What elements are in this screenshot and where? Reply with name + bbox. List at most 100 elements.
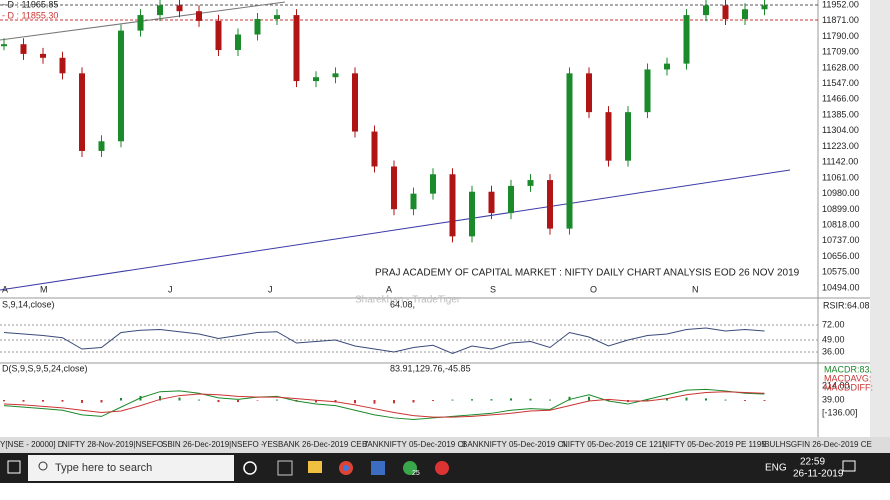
macd-hist	[159, 396, 161, 401]
macd-label: D(S,9,S,9,5,24,close)	[2, 363, 88, 373]
candle	[254, 18, 261, 35]
macd-hist	[412, 400, 415, 403]
clock-date: 26-11-2019	[793, 469, 844, 480]
candle	[469, 191, 475, 237]
y-tick-label: 11871.00	[822, 15, 859, 25]
y-tick-label: 11061.00	[822, 172, 859, 182]
rsi-tick-label: 72.00	[822, 319, 845, 329]
lang: ENG	[765, 463, 787, 474]
candle	[235, 34, 241, 51]
candle	[98, 141, 105, 151]
macd-hist	[3, 400, 5, 402]
y-tick-label: 11628.00	[822, 62, 859, 72]
y-tick-label: 11547.00	[822, 78, 859, 88]
candle	[352, 73, 358, 132]
candle	[644, 69, 651, 113]
ticker-tab[interactable]: BANKNIFTY 05-Dec-2019 CI	[462, 440, 565, 449]
ticker-bar	[0, 437, 890, 453]
candle	[293, 15, 300, 82]
macd-hist	[471, 399, 473, 401]
rsi-tick-label: 36.00	[822, 346, 845, 356]
candle	[625, 112, 631, 161]
ticker-tab[interactable]: IBULHSGFIN 26-Dec-2019 CE	[762, 440, 872, 449]
month-label: S	[490, 284, 496, 294]
month-label: A	[386, 284, 392, 294]
y-tick-label: 11790.00	[822, 31, 859, 41]
macd-hist	[354, 400, 356, 404]
macd-hist	[178, 397, 181, 401]
macd-legend: MACDDIFF:	[824, 382, 873, 392]
whatsapp-icon[interactable]	[403, 461, 417, 475]
y-tick-label: 11952.00	[822, 0, 859, 9]
month-label: M	[40, 284, 48, 294]
ticker-tab[interactable]: NIFTY 28-Nov-2019|NSEFO	[62, 440, 163, 449]
rsi-tick-label: 49.00	[822, 334, 845, 344]
signal-line	[3, 391, 765, 418]
clock-time: 22:59	[800, 457, 825, 468]
ticker-tab[interactable]: Y[NSE - 20000] D	[0, 440, 64, 449]
macd-tick-label: 214.00	[822, 380, 850, 390]
chrome-center	[343, 465, 349, 471]
y-tick-label: 10980.00	[822, 188, 860, 198]
macd-hist	[81, 400, 83, 403]
notifications[interactable]	[842, 460, 856, 472]
y-tick-label: 10494.00	[822, 282, 860, 292]
y-tick-label: 10818.00	[822, 219, 860, 229]
candle	[508, 185, 514, 214]
macd-hist	[100, 400, 103, 403]
macd-tick-label: [-136.00]	[822, 407, 858, 417]
ticker-tab[interactable]: YESBANK 26-Dec-2019 CE 7	[262, 440, 369, 449]
macd-hist	[373, 400, 376, 404]
rsi-line	[3, 327, 765, 355]
candle	[118, 30, 124, 142]
task-icon[interactable]	[277, 460, 293, 476]
month-label: O	[590, 284, 597, 294]
macd-hist	[276, 399, 278, 401]
candle	[605, 112, 612, 161]
explorer-icon[interactable]	[308, 461, 322, 473]
store-icon[interactable]	[371, 461, 385, 475]
search-icon	[38, 461, 48, 471]
y-tick-label: 10656.00	[822, 251, 860, 261]
candle	[157, 5, 163, 16]
search-text: Type here to search	[55, 462, 152, 474]
macd-hist	[217, 400, 220, 403]
search-box[interactable]	[28, 455, 234, 481]
candle	[59, 57, 66, 74]
macd-hist	[237, 400, 239, 403]
candle	[20, 44, 27, 54]
macd-hist	[432, 400, 434, 401]
macd-hist	[588, 396, 590, 401]
candle	[683, 15, 690, 64]
ticker-tab[interactable]: SBIN 26-Dec-2019|NSEFO -	[162, 440, 264, 449]
low-label: - D : 11855.30	[2, 10, 58, 20]
month-label: A	[2, 284, 8, 294]
y-tick-label: 11709.00	[822, 47, 859, 57]
ticker-tab[interactable]: NIFTY 05-Dec-2019 CE 121(	[562, 440, 665, 449]
macd-hist	[315, 400, 317, 403]
tradetiger-icon[interactable]	[435, 461, 449, 475]
month-label: J	[268, 284, 273, 294]
start-button[interactable]	[7, 460, 21, 474]
rsi-value: 64.08,	[390, 299, 415, 309]
macd-value: 83.91,129.76,-45.85	[390, 363, 471, 373]
trend-line	[0, 169, 791, 291]
candle	[488, 191, 495, 214]
macd-hist	[549, 399, 551, 401]
ticker-tab[interactable]: BANKNIFTY 05-Dec-2019 CI	[362, 440, 465, 449]
candle	[137, 15, 144, 31]
y-tick-label: 10737.00	[822, 235, 860, 245]
candle	[40, 53, 46, 58]
task-view[interactable]	[243, 461, 257, 475]
candle	[449, 174, 456, 237]
rsi-right-label: RSIR:64.08	[823, 300, 870, 310]
candle	[722, 5, 729, 19]
candle	[391, 166, 397, 210]
candle	[176, 5, 183, 12]
y-tick-label: 10575.00	[822, 267, 860, 277]
candle	[196, 11, 202, 21]
macd-legend: MACDAVG:	[824, 373, 871, 383]
ticker-tab[interactable]: NIFTY 05-Dec-2019 PE 1195	[662, 440, 766, 449]
